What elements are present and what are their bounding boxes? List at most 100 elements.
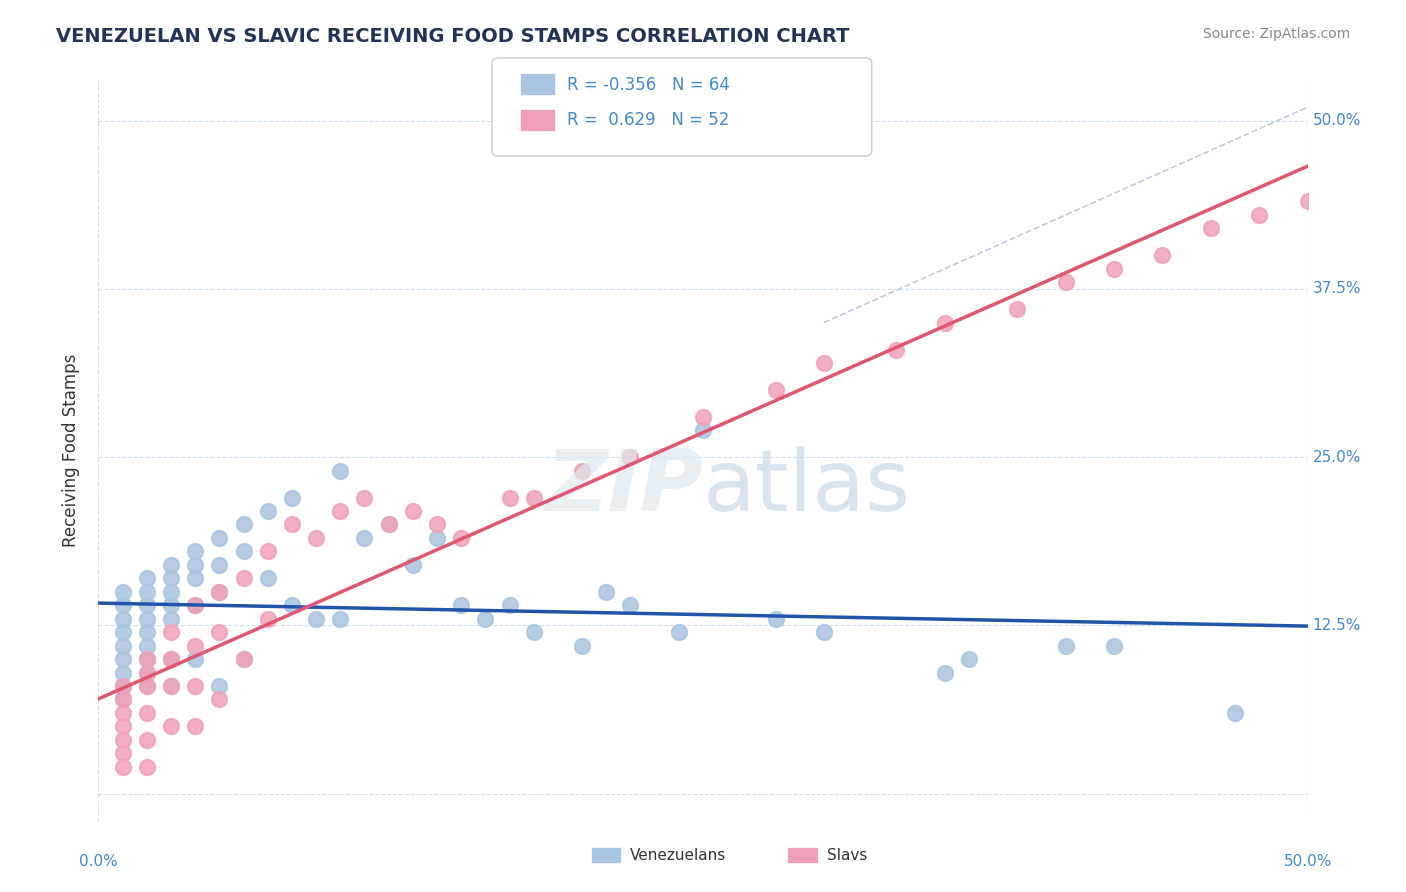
Point: [111, 599, 134, 613]
Point: [450, 531, 472, 545]
Point: [1054, 275, 1077, 289]
Point: [813, 625, 835, 640]
Point: [111, 706, 134, 720]
Point: [208, 558, 231, 572]
Point: [256, 612, 278, 626]
Point: [256, 571, 278, 585]
Point: [353, 531, 375, 545]
Point: [111, 760, 134, 774]
Point: [184, 652, 207, 666]
Point: [1152, 248, 1174, 262]
Point: [692, 423, 714, 437]
Point: [208, 584, 231, 599]
Point: [160, 679, 183, 693]
Point: [305, 531, 328, 545]
Point: [184, 679, 207, 693]
Point: [692, 409, 714, 424]
Point: [160, 625, 183, 640]
Point: [111, 719, 134, 733]
Point: [160, 719, 183, 733]
Point: [957, 652, 980, 666]
Point: [184, 719, 207, 733]
Point: [256, 504, 278, 518]
Text: 12.5%: 12.5%: [1312, 618, 1361, 633]
Point: [934, 665, 956, 680]
Point: [377, 517, 399, 532]
Point: [450, 599, 472, 613]
Point: [619, 450, 641, 465]
Point: [523, 491, 546, 505]
Point: [498, 491, 520, 505]
Point: [160, 584, 183, 599]
Point: [111, 639, 134, 653]
Point: [111, 732, 134, 747]
Y-axis label: Receiving Food Stamps: Receiving Food Stamps: [62, 354, 80, 547]
Point: [474, 612, 496, 626]
Text: 37.5%: 37.5%: [1312, 282, 1361, 296]
Point: [1007, 302, 1029, 317]
Text: Slavs: Slavs: [827, 848, 868, 863]
Point: [135, 679, 157, 693]
Point: [571, 639, 593, 653]
Point: [668, 625, 690, 640]
Point: [135, 665, 157, 680]
Point: [232, 652, 254, 666]
Point: [135, 679, 157, 693]
Point: [111, 612, 134, 626]
Point: [160, 558, 183, 572]
Point: [184, 571, 207, 585]
Point: [305, 612, 328, 626]
Point: [111, 679, 134, 693]
Point: [135, 665, 157, 680]
Point: [1102, 639, 1125, 653]
Point: [329, 504, 352, 518]
Text: ZIP: ZIP: [546, 446, 703, 529]
Point: [160, 571, 183, 585]
Point: [232, 544, 254, 558]
Point: [377, 517, 399, 532]
Point: [329, 612, 352, 626]
Text: 50.0%: 50.0%: [1312, 113, 1361, 128]
Point: [160, 652, 183, 666]
Point: [160, 599, 183, 613]
Point: [571, 464, 593, 478]
Point: [135, 571, 157, 585]
Point: [232, 652, 254, 666]
Point: [208, 679, 231, 693]
Point: [208, 625, 231, 640]
Point: [1054, 639, 1077, 653]
Point: [934, 316, 956, 330]
Point: [1223, 706, 1246, 720]
Point: [1199, 221, 1222, 235]
Text: Source: ZipAtlas.com: Source: ZipAtlas.com: [1202, 27, 1350, 41]
Point: [281, 517, 304, 532]
Point: [208, 692, 231, 706]
Point: [135, 706, 157, 720]
Point: [765, 612, 787, 626]
Point: [184, 558, 207, 572]
Text: R =  0.629   N = 52: R = 0.629 N = 52: [567, 112, 728, 129]
Point: [135, 599, 157, 613]
Point: [256, 544, 278, 558]
Point: [1249, 208, 1271, 222]
Point: [1102, 261, 1125, 276]
Point: [281, 599, 304, 613]
Point: [135, 612, 157, 626]
Text: Venezuelans: Venezuelans: [630, 848, 725, 863]
Point: [160, 652, 183, 666]
Point: [1296, 194, 1319, 209]
Text: 25.0%: 25.0%: [1312, 450, 1361, 465]
Point: [184, 599, 207, 613]
Point: [619, 599, 641, 613]
Point: [135, 625, 157, 640]
Point: [111, 625, 134, 640]
Point: [402, 504, 425, 518]
Point: [135, 652, 157, 666]
Point: [426, 531, 449, 545]
Point: [765, 383, 787, 397]
Point: [111, 679, 134, 693]
Text: R = -0.356   N = 64: R = -0.356 N = 64: [567, 76, 730, 94]
Point: [208, 531, 231, 545]
Point: [111, 692, 134, 706]
Point: [813, 356, 835, 370]
